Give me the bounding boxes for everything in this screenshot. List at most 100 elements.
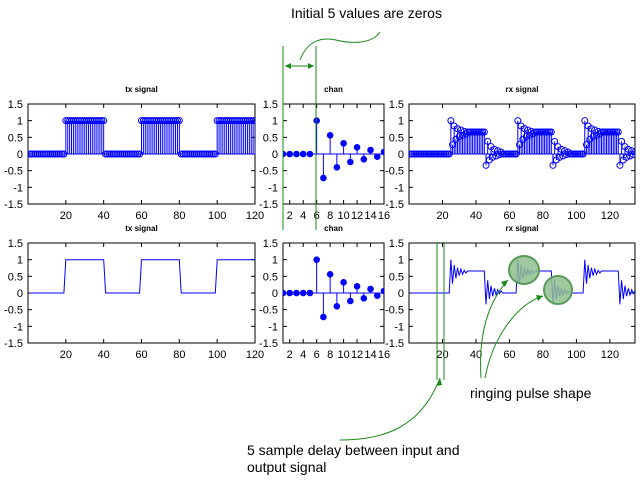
stem-marker: [247, 117, 255, 125]
x-tick-label: 40: [470, 210, 482, 222]
series-line: [29, 259, 255, 294]
stem-marker: [380, 148, 384, 156]
y-tick-label: 1.5: [8, 99, 23, 111]
x-tick-label: 120: [601, 210, 619, 222]
x-tick-label: 12: [351, 210, 363, 222]
x-tick-label: 60: [503, 349, 515, 361]
stem-marker: [380, 287, 384, 295]
x-tick-label: 100: [567, 349, 585, 361]
y-tick-label: 0: [17, 149, 23, 161]
x-tick-label: 12: [351, 349, 363, 361]
x-tick-label: 14: [364, 210, 376, 222]
subplot-4: tx signal -1.5 -1 -0.5 0 0.5 1 1.5 20 40 60 80 100 12…: [4, 224, 264, 361]
arrowhead-icon: [501, 280, 508, 287]
x-tick-label: 2: [287, 210, 293, 222]
plot-title: rx signal: [506, 85, 539, 94]
ringing-leader-2: [484, 295, 544, 379]
y-tick-label: -0.5: [385, 305, 404, 317]
stem-marker: [373, 153, 381, 160]
y-tick-label: -1: [394, 321, 404, 333]
y-tick-label: -1: [268, 182, 278, 194]
y-tick-label: -1: [268, 321, 278, 333]
y-tick-label: -0.5: [259, 166, 278, 178]
arrowhead-icon: [436, 378, 442, 386]
y-tick-label: 0: [17, 288, 23, 300]
ringing-leader-1: [480, 279, 509, 379]
subplot-5: chan -1.5 -1 -0.5 0 0.5 1 1.5 2 4 6 8 10 12 14 16: [259, 224, 390, 361]
x-tick-label: 4: [300, 349, 306, 361]
initial-zeros-note: Initial 5 values are zeros: [291, 5, 442, 21]
y-tick-label: -1.5: [385, 199, 404, 211]
x-tick-label: 10: [337, 210, 349, 222]
stem-marker: [581, 117, 589, 125]
stem-marker: [173, 117, 181, 125]
y-tick-label: 1.5: [263, 99, 278, 111]
stem-marker: [367, 285, 374, 293]
stem-marker: [340, 140, 347, 147]
stem-marker: [320, 313, 327, 321]
y-tick-label: -1.5: [4, 338, 23, 350]
stem-marker: [326, 271, 334, 278]
stem-marker: [353, 283, 361, 290]
delay-note-line-1: 5 sample delay between input and: [247, 442, 459, 458]
initial-zeros-leader: [299, 31, 381, 61]
y-tick-label: 0.5: [263, 271, 278, 283]
stem-marker: [587, 125, 595, 133]
ringing-highlight-2: [543, 275, 573, 305]
y-tick-label: 1: [272, 116, 278, 128]
stem-marker: [340, 279, 347, 286]
y-tick-label: 0.5: [389, 271, 404, 283]
stem-marker: [313, 117, 320, 124]
ringing-note: ringing pulse shape: [470, 385, 592, 401]
y-tick-label: -1.5: [259, 199, 278, 211]
stem-marker: [347, 158, 354, 166]
stem-marker: [549, 161, 557, 169]
series: [409, 117, 635, 169]
x-tick-label: 40: [98, 210, 110, 222]
plot-title: tx signal: [125, 85, 157, 94]
y-tick-label: 1: [398, 255, 404, 267]
stem-marker: [631, 148, 635, 156]
stem-marker: [353, 144, 361, 151]
y-tick-label: 0.5: [389, 132, 404, 144]
x-tick-label: 100: [567, 210, 585, 222]
x-tick-label: 8: [327, 349, 333, 361]
stem-marker: [333, 303, 341, 310]
stem-marker: [326, 132, 334, 139]
y-tick-label: 1.5: [263, 238, 278, 250]
x-tick-label: 80: [173, 210, 185, 222]
x-tick-label: 6: [314, 349, 320, 361]
plot-title: tx signal: [125, 224, 157, 233]
y-tick-label: 1: [17, 116, 23, 128]
y-tick-label: 1: [272, 255, 278, 267]
stem-marker: [521, 125, 529, 133]
y-tick-label: 1.5: [8, 238, 23, 250]
stem-marker: [100, 117, 108, 125]
x-tick-label: 20: [60, 349, 72, 361]
stem-marker: [447, 117, 455, 125]
stem-marker: [490, 145, 498, 153]
x-tick-label: 100: [208, 349, 226, 361]
stem-marker: [172, 117, 180, 125]
stem-marker: [629, 151, 635, 159]
arrowhead-icon: [285, 63, 291, 69]
subplot-grid: tx signal-1.5-1-0.500.511.520 40 60 80 100 12…: [4, 85, 636, 361]
stem-marker: [320, 174, 327, 182]
x-tick-label: 20: [436, 210, 448, 222]
stem-marker: [347, 297, 354, 305]
x-tick-label: 80: [537, 210, 549, 222]
x-tick-label: 14: [364, 349, 376, 361]
y-tick-label: -1.5: [4, 199, 23, 211]
plot-title: chan: [324, 85, 343, 94]
x-tick-label: 80: [537, 349, 549, 361]
y-tick-label: -0.5: [4, 166, 23, 178]
y-tick-label: 0.5: [8, 132, 23, 144]
y-tick-label: -1: [13, 182, 23, 194]
x-tick-label: 2: [287, 349, 293, 361]
subplot-3: rx signal -1.5 -1 -0.5 0 0.5 1 1.5 20 40 60 80 100 12…: [385, 85, 636, 222]
x-tick-label: 40: [470, 349, 482, 361]
y-tick-label: 1: [398, 116, 404, 128]
series: [283, 256, 384, 321]
stem-marker: [175, 117, 183, 125]
stem-marker: [313, 256, 320, 263]
